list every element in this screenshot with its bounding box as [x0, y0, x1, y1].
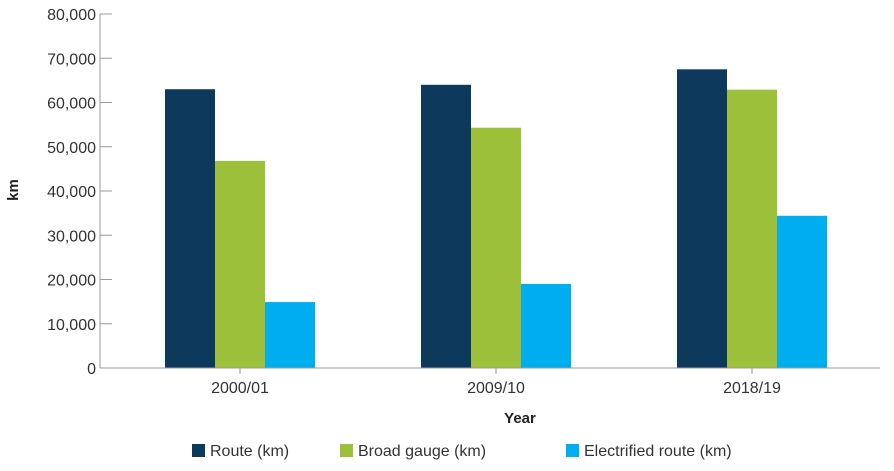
y-axis: 0 10,000 20,000 30,000 40,000 50,000 60,000 70,… [47, 7, 112, 378]
x-tick-label: 2018/19 [723, 380, 781, 397]
y-tick-label: 40,000 [47, 184, 96, 201]
legend-item: Broad gauge (km) [340, 443, 486, 460]
bar-1-3 [677, 69, 727, 368]
y-tick-label: 10,000 [47, 317, 96, 334]
legend-item: Electrified route (km) [566, 443, 732, 460]
y-tick-label: 70,000 [47, 51, 96, 68]
x-axis: 2000/01 2009/10 2018/19 [100, 367, 880, 397]
x-axis-title: Year [504, 410, 536, 427]
bar-3-3 [777, 215, 827, 368]
legend-label: Broad gauge (km) [358, 443, 486, 460]
legend-label: Route (km) [210, 443, 289, 460]
bar-1-2 [421, 84, 471, 369]
y-tick-label: 30,000 [47, 228, 96, 245]
legend-swatch [192, 444, 205, 457]
bar-2-2 [471, 127, 521, 368]
y-tick-label: 50,000 [47, 140, 96, 157]
y-tick-label: 20,000 [47, 273, 96, 290]
x-tick-label: 2000/01 [211, 380, 269, 397]
bar-3-2 [521, 283, 571, 368]
y-tick-label: 60,000 [47, 96, 96, 113]
y-tick-label: 80,000 [47, 7, 96, 24]
legend: Route (km) Broad gauge (km) Electrified ro… [192, 443, 732, 460]
y-axis-title: km [5, 179, 22, 201]
bar-1-1 [165, 89, 215, 368]
legend-swatch [566, 444, 579, 457]
bar-3-1 [265, 302, 315, 368]
bar-2-3 [727, 89, 777, 368]
legend-label: Electrified route (km) [584, 443, 732, 460]
legend-swatch [340, 444, 353, 457]
bar-2-1 [215, 160, 265, 368]
legend-item: Route (km) [192, 443, 289, 460]
bars-group [165, 69, 827, 369]
y-tick-label: 0 [87, 361, 96, 378]
x-tick-label: 2009/10 [467, 380, 525, 397]
